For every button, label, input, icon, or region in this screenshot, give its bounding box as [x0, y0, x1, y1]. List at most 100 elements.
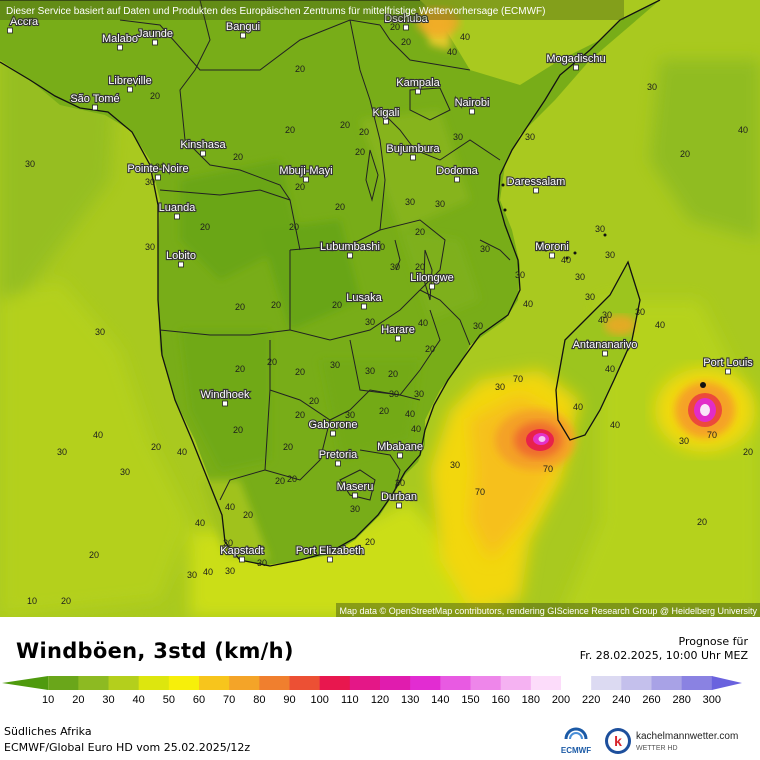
city-label: Nairobi [455, 97, 490, 109]
contour-label: 20 [61, 596, 71, 606]
contour-label: 20 [151, 442, 161, 452]
contour-label: 70 [475, 487, 485, 497]
contour-label: 20 [332, 300, 342, 310]
contour-label: 20 [680, 149, 690, 159]
legend-label: 60 [193, 694, 205, 706]
legend-label: 30 [102, 694, 114, 706]
city-label: Lilongwe [410, 272, 453, 284]
city-port-elizabeth: Port Elizabeth [295, 544, 365, 563]
contour-label: 40 [177, 447, 187, 457]
legend-label: 130 [401, 694, 419, 706]
legend-swatch [289, 676, 321, 690]
city-marker [335, 460, 341, 467]
contour-label: 30 [365, 317, 375, 327]
legend-label: 300 [703, 694, 721, 706]
legend-label: 180 [522, 694, 540, 706]
city-malabo: Malabo [101, 32, 139, 51]
contour-label: 30 [605, 250, 615, 260]
legend-swatch [530, 676, 562, 690]
contour-label: 30 [120, 467, 130, 477]
header-notice-bg [0, 0, 624, 20]
contour-label: 20 [235, 302, 245, 312]
city-marker [7, 27, 13, 34]
city-label: Pointe-Noire [127, 163, 188, 175]
contour-label: 20 [267, 357, 277, 367]
city-label: Harare [381, 324, 415, 336]
legend-swatch [681, 676, 713, 690]
contour-label: 20 [359, 127, 369, 137]
city-label: Malabo [102, 33, 138, 45]
legend-swatch [168, 676, 200, 690]
city-marker [347, 252, 353, 259]
contour-label: 30 [145, 177, 155, 187]
legend-swatch [259, 676, 290, 690]
legend-label: 160 [491, 694, 509, 706]
city-label: Mbabane [377, 441, 423, 453]
city-lobito: Lobito [165, 249, 197, 268]
contour-label: 20 [223, 538, 233, 548]
hotspot-east [604, 315, 636, 335]
city-bujumbura: Bujumbura [385, 142, 442, 161]
city-label: Bujumbura [386, 143, 440, 155]
contour-label: 30 [414, 389, 424, 399]
legend-swatch [48, 676, 79, 690]
city-label: Accra [10, 16, 39, 28]
city-label: Bangui [226, 21, 260, 33]
contour-label: 20 [89, 550, 99, 560]
city-mbabane: Mbabane [376, 440, 424, 459]
contour-label: 30 [345, 410, 355, 420]
city-kapstadt: Kapstadt [219, 544, 265, 563]
legend-swatch [711, 676, 742, 690]
city-lusaka: Lusaka [345, 291, 384, 310]
city-label: Port Louis [703, 357, 753, 369]
legend-swatch [349, 676, 381, 690]
city-lilongwe: Lilongwe [409, 271, 455, 290]
contour-label: 20 [425, 344, 435, 354]
city-marker [602, 350, 608, 357]
city-label: Durban [381, 491, 417, 503]
city-marker [155, 174, 161, 181]
city-marker [396, 502, 402, 509]
contour-label: 30 [647, 82, 657, 92]
legend-swatch [621, 676, 652, 690]
city-label: Windhoek [201, 389, 250, 401]
contour-label: 40 [195, 518, 205, 528]
city-libreville: Libreville [107, 74, 153, 93]
city-marker [533, 187, 539, 194]
contour-label: 20 [200, 222, 210, 232]
contour-label: 20 [295, 64, 305, 74]
city-label: Kigali [373, 107, 400, 119]
contour-label: 20 [309, 396, 319, 406]
city-marker [725, 368, 731, 375]
ecmwf-logo-text: ECMWF [561, 746, 591, 755]
city-pointe-noire: Pointe-Noire [126, 162, 190, 181]
model-run: ECMWF/Global Euro HD vom 25.02.2025/12z [4, 741, 251, 754]
contour-label: 30 [495, 382, 505, 392]
contour-label: 40 [738, 125, 748, 135]
lakes [365, 87, 451, 301]
contour-label: 30 [585, 292, 595, 302]
contour-label: 20 [743, 447, 753, 457]
legend-label: 50 [163, 694, 175, 706]
contour-label: 20 [295, 182, 305, 192]
legend-label: 120 [371, 694, 389, 706]
city-label: Kampala [396, 77, 440, 89]
legend-swatch [591, 676, 622, 690]
city-marker [152, 39, 158, 46]
city-marker [454, 176, 460, 183]
city-antananarivo: Antananarivo [571, 338, 639, 357]
legend-label: 280 [672, 694, 690, 706]
contour-label: 20 [355, 147, 365, 157]
legend-swatch [78, 676, 109, 690]
contour-label: 30 [575, 272, 585, 282]
city-marker [200, 150, 206, 157]
city-marker [178, 261, 184, 268]
city-marker [330, 430, 336, 437]
contour-label: 20 [415, 227, 425, 237]
contour-label: 30 [257, 558, 267, 568]
contour-label: 40 [573, 402, 583, 412]
city-marker [352, 492, 358, 499]
contour-label: 30 [187, 570, 197, 580]
city-marker [415, 88, 421, 95]
hotspot-north [416, 8, 460, 36]
